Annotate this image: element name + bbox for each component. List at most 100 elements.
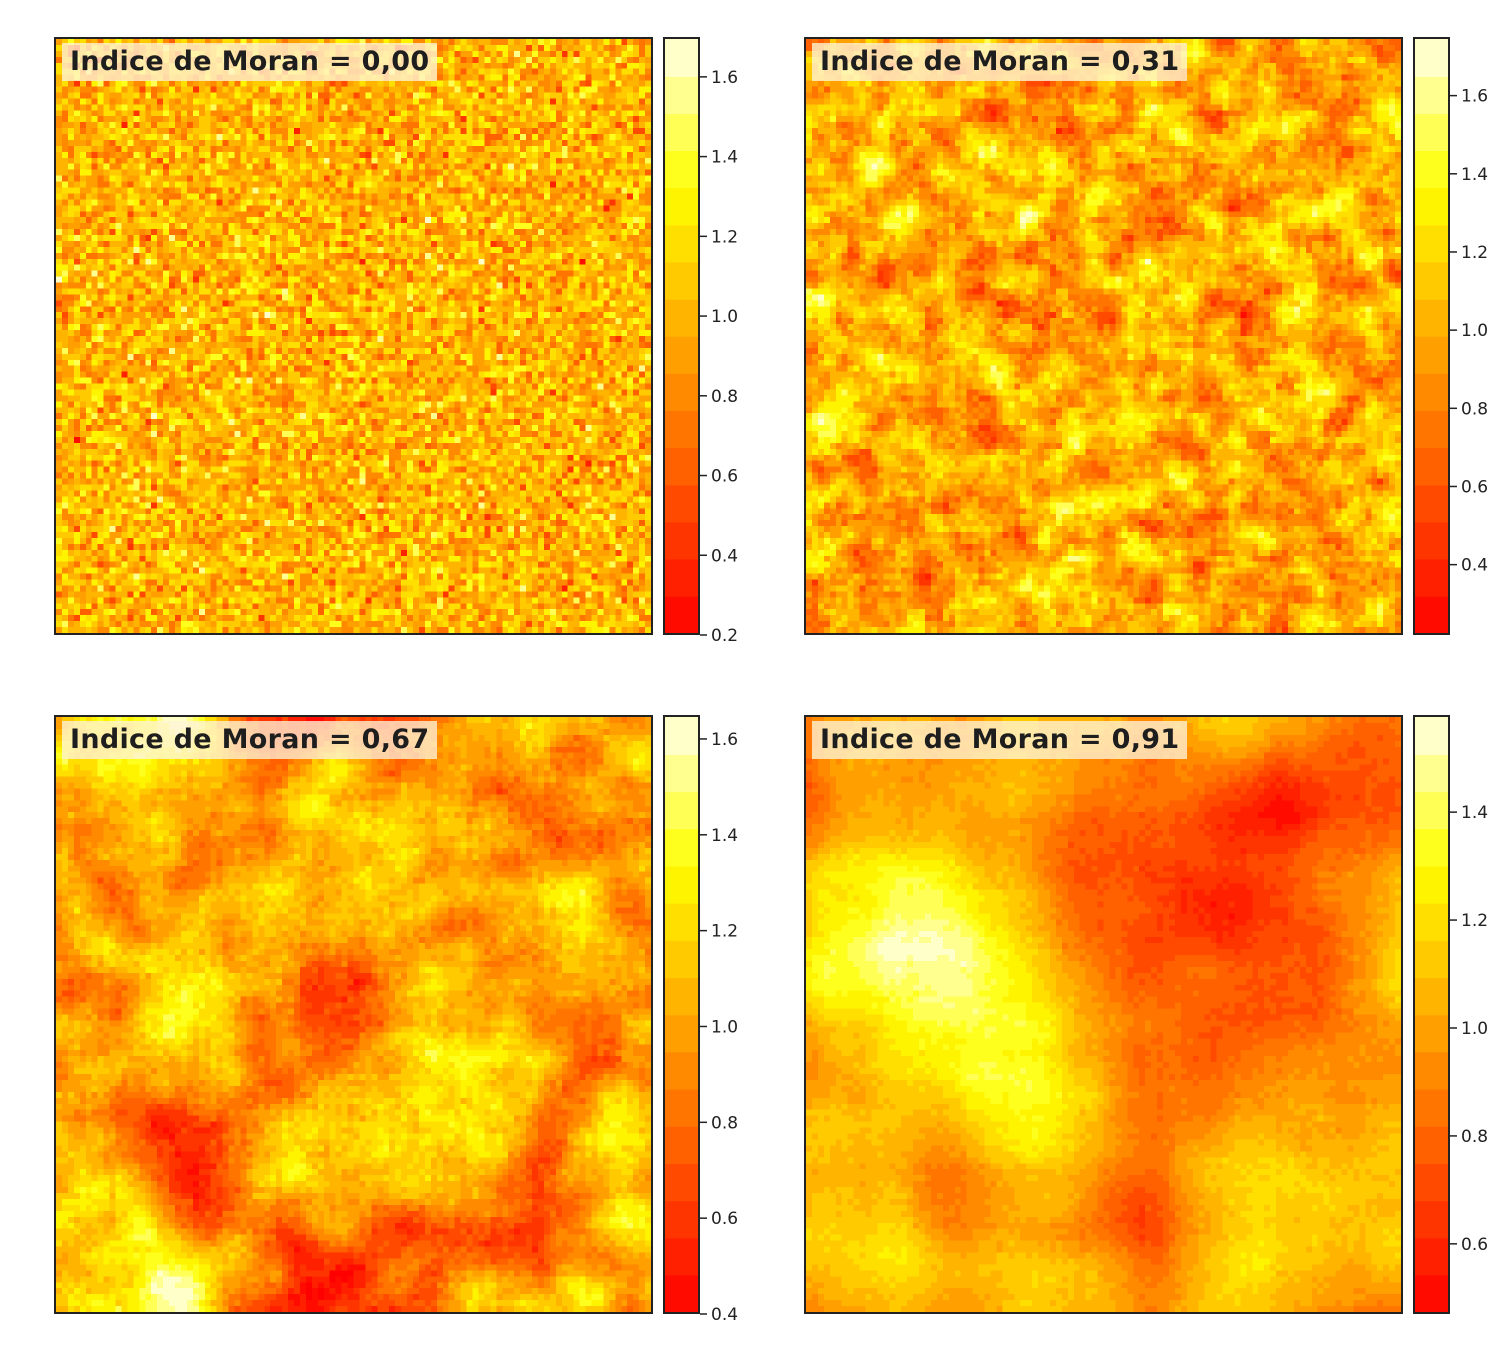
colorbar-band bbox=[665, 224, 698, 263]
colorbar-band bbox=[1415, 261, 1448, 300]
colorbar-band bbox=[1415, 791, 1448, 830]
colorbar-band bbox=[665, 484, 698, 523]
colorbar-tick-label: 0.6 bbox=[1461, 477, 1488, 497]
colorbar-band bbox=[665, 1126, 698, 1164]
colorbar-band bbox=[1415, 76, 1448, 114]
colorbar-band bbox=[1415, 1126, 1448, 1164]
colorbar-band bbox=[665, 1051, 698, 1090]
heatmap-moran-0-00: Indice de Moran = 0,00 bbox=[54, 37, 653, 635]
colorbar-axis: 0.2 0.4 0.6 0.8 1.0 1.2 1.4 1.6 bbox=[700, 68, 738, 646]
moran-index-label: Indice de Moran = 0,31 bbox=[812, 43, 1188, 81]
colorbar-band bbox=[1415, 447, 1448, 486]
colorbar-band bbox=[1415, 224, 1448, 263]
colorbar-band bbox=[665, 336, 698, 374]
colorbar-band bbox=[1415, 940, 1448, 979]
colorbar-band bbox=[665, 1200, 698, 1239]
colorbar-band bbox=[1415, 754, 1448, 793]
colorbar-band bbox=[665, 373, 698, 411]
colorbar-tick-label: 1.2 bbox=[711, 922, 738, 942]
colorbar-band bbox=[665, 447, 698, 486]
colorbar-band bbox=[665, 902, 698, 941]
colorbar-tick-label: 0.8 bbox=[711, 1113, 738, 1133]
colorbar-band bbox=[665, 1088, 698, 1127]
colorbar-band bbox=[1415, 373, 1448, 411]
colorbar-tick-label: 0.2 bbox=[711, 626, 738, 646]
colorbar-band bbox=[665, 1014, 698, 1053]
colorbar-band bbox=[665, 410, 698, 449]
colorbar-band bbox=[1415, 150, 1448, 189]
colorbar-tick-label: 0.8 bbox=[1461, 399, 1488, 419]
moran-index-label: Indice de Moran = 0,67 bbox=[62, 721, 438, 759]
colorbar-band bbox=[665, 717, 698, 755]
heatmap-cells bbox=[56, 39, 651, 633]
colorbar-tick-label: 1.0 bbox=[711, 307, 738, 327]
colorbar-tick-label: 0.4 bbox=[1461, 556, 1488, 576]
colorbar bbox=[663, 37, 700, 635]
colorbar-band bbox=[1415, 484, 1448, 523]
heatmap-cells bbox=[806, 717, 1401, 1312]
colorbar-band bbox=[1415, 1200, 1448, 1239]
colorbar-band bbox=[1415, 1163, 1448, 1202]
colorbar-tick-label: 1.4 bbox=[1461, 165, 1488, 185]
colorbar-band bbox=[665, 977, 698, 1016]
colorbar-tick-label: 1.2 bbox=[1461, 911, 1488, 931]
colorbar-tick-label: 1.6 bbox=[711, 68, 738, 88]
colorbar-band bbox=[665, 791, 698, 830]
heatmap-moran-0-31: Indice de Moran = 0,31 bbox=[804, 37, 1403, 635]
colorbar-band bbox=[1415, 1088, 1448, 1127]
colorbar-axis: 0.4 0.6 0.8 1.0 1.2 1.4 1.6 bbox=[700, 730, 738, 1325]
colorbar-tick-label: 1.0 bbox=[1461, 1019, 1488, 1039]
colorbar bbox=[663, 715, 700, 1314]
colorbar-tick-label: 1.0 bbox=[711, 1017, 738, 1037]
colorbar-band bbox=[1415, 1014, 1448, 1053]
colorbar-band bbox=[665, 865, 698, 904]
colorbar-band bbox=[1415, 977, 1448, 1016]
colorbar-band bbox=[665, 150, 698, 189]
colorbar-tick-label: 0.8 bbox=[711, 387, 738, 407]
colorbar-band bbox=[665, 1274, 698, 1312]
colorbar-axis: 0.6 0.8 1.0 1.2 1.4 bbox=[1450, 803, 1488, 1255]
colorbar-band bbox=[665, 521, 698, 560]
colorbar-band bbox=[1415, 410, 1448, 449]
colorbar-band bbox=[1415, 1051, 1448, 1090]
heatmap-cells bbox=[56, 717, 651, 1312]
colorbar-band bbox=[1415, 187, 1448, 226]
heatmap-moran-0-91: Indice de Moran = 0,91 bbox=[804, 715, 1403, 1314]
colorbar-tick-label: 1.2 bbox=[1461, 243, 1488, 263]
colorbar-tick-label: 1.4 bbox=[711, 148, 738, 168]
colorbar-tick-label: 0.6 bbox=[711, 1209, 738, 1229]
colorbar-band bbox=[1415, 1237, 1448, 1276]
colorbar-band bbox=[665, 76, 698, 114]
colorbar-band bbox=[665, 754, 698, 793]
colorbar-band bbox=[665, 39, 698, 77]
colorbar-band bbox=[665, 187, 698, 226]
moran-index-label: Indice de Moran = 0,91 bbox=[812, 721, 1188, 759]
colorbar-tick-label: 1.6 bbox=[1461, 87, 1488, 107]
colorbar-band bbox=[1415, 298, 1448, 337]
heatmap-moran-0-67: Indice de Moran = 0,67 bbox=[54, 715, 653, 1314]
moran-index-label: Indice de Moran = 0,00 bbox=[62, 43, 438, 81]
colorbar-tick-label: 1.2 bbox=[711, 227, 738, 247]
colorbar-tick-label: 1.0 bbox=[1461, 321, 1488, 341]
colorbar-tick-label: 0.4 bbox=[711, 546, 738, 566]
colorbar-band bbox=[1415, 336, 1448, 374]
colorbar-tick-label: 1.4 bbox=[1461, 803, 1488, 823]
colorbar-tick-label: 1.4 bbox=[711, 826, 738, 846]
colorbar-band bbox=[1415, 521, 1448, 560]
heatmap-cells bbox=[806, 39, 1401, 633]
colorbar-band bbox=[665, 261, 698, 300]
colorbar-band bbox=[665, 558, 698, 597]
colorbar-band bbox=[665, 1163, 698, 1202]
colorbar-band bbox=[665, 940, 698, 979]
colorbar-band bbox=[665, 828, 698, 867]
colorbar-band bbox=[665, 1237, 698, 1276]
colorbar-tick-label: 0.6 bbox=[711, 467, 738, 487]
colorbar-tick-label: 0.6 bbox=[1461, 1235, 1488, 1255]
colorbar-band bbox=[1415, 1274, 1448, 1312]
colorbar-band bbox=[1415, 865, 1448, 904]
colorbar-band bbox=[1415, 595, 1448, 633]
colorbar-tick-label: 0.4 bbox=[711, 1305, 738, 1325]
colorbar-band bbox=[1415, 717, 1448, 755]
colorbar bbox=[1413, 715, 1450, 1314]
